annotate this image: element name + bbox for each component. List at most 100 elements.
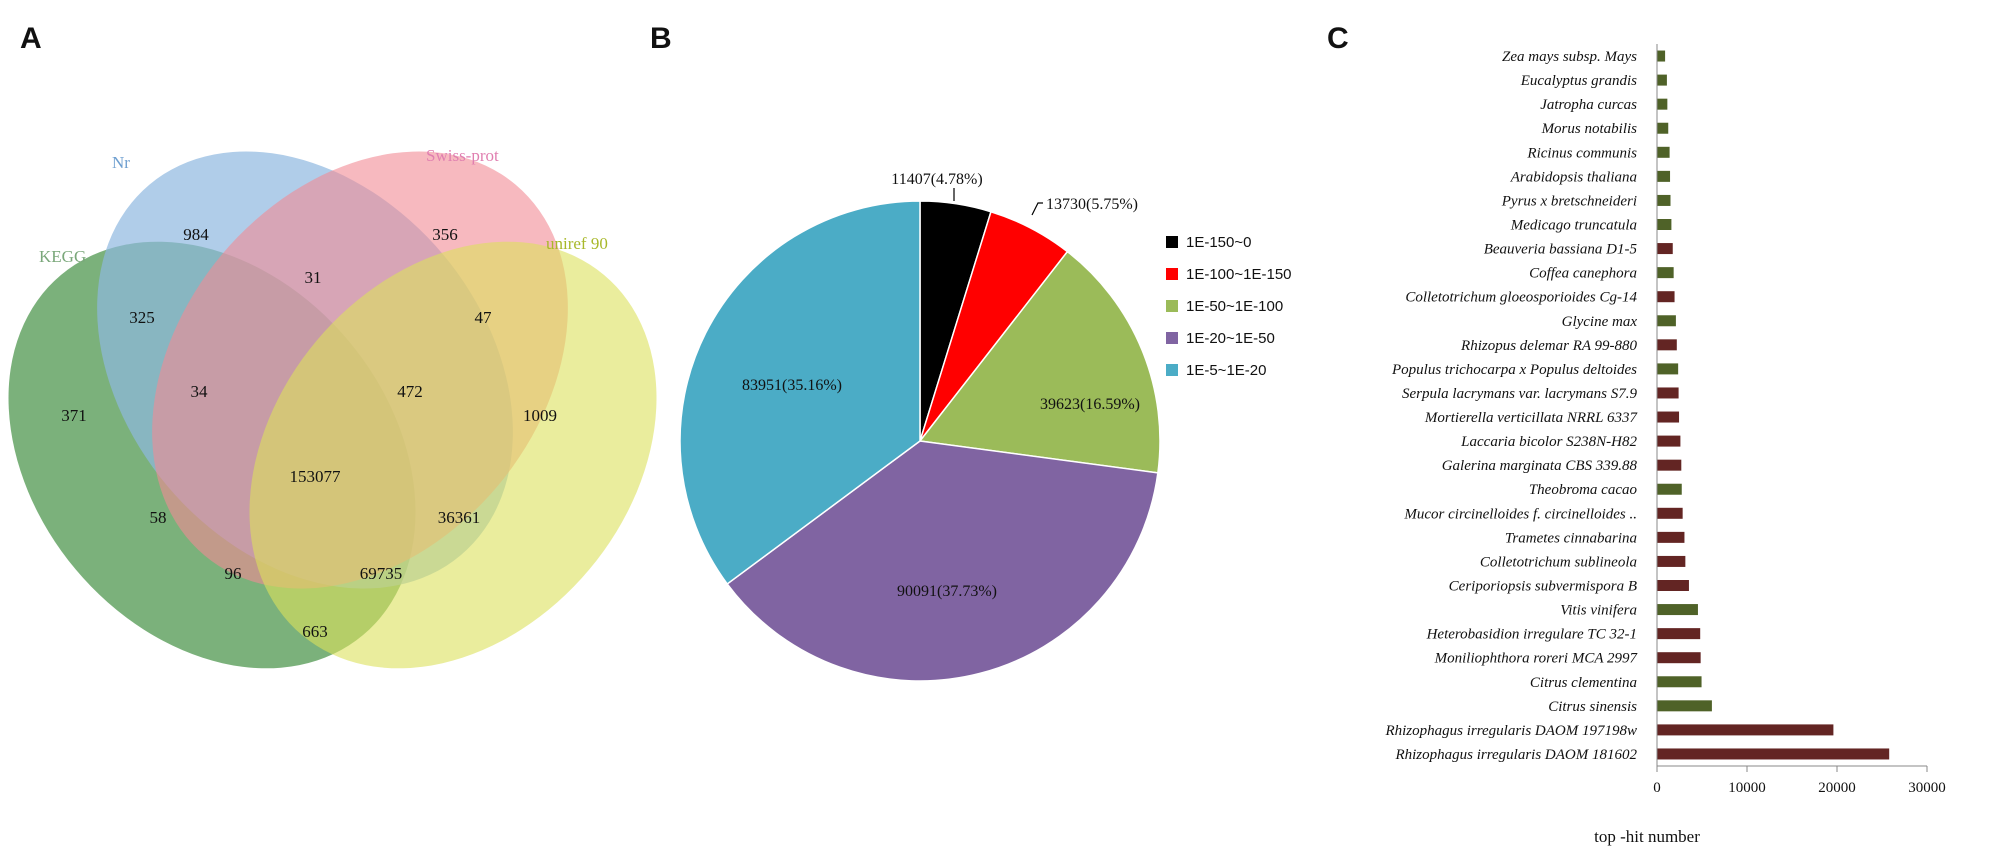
bar-label-rhizopus-delemar-ra-99-880: Rhizopus delemar RA 99-880 bbox=[1460, 338, 1637, 354]
legend-label-1e-100-1e-150: 1E-100~1E-150 bbox=[1186, 266, 1292, 283]
bar-colletotrichum-gloeosporioides-cg-14 bbox=[1657, 291, 1675, 303]
bar-label-galerina-marginata-cbs-339-88: Galerina marginata CBS 339.88 bbox=[1442, 458, 1638, 474]
bar-label-rhizophagus-irregularis-daom-181602: Rhizophagus irregularis DAOM 181602 bbox=[1394, 747, 1637, 763]
legend-swatch-1e-5-1e-20 bbox=[1166, 364, 1178, 376]
venn-count-kegg-nr-uniref: 69735 bbox=[360, 564, 403, 583]
bar-label-populus-trichocarpa-x-populus-deltoides: Populus trichocarpa x Populus deltoides bbox=[1391, 362, 1637, 378]
bar-label-zea-mays-subsp-mays: Zea mays subsp. Mays bbox=[1502, 49, 1637, 65]
x-tick-label-30000: 30000 bbox=[1908, 780, 1946, 796]
bar-theobroma-cacao bbox=[1657, 483, 1682, 495]
bar-morus-notabilis bbox=[1657, 122, 1669, 134]
legend-label-1e-5-1e-20: 1E-5~1E-20 bbox=[1186, 362, 1266, 379]
bar-label-serpula-lacrymans-var-lacrymans-s7-9: Serpula lacrymans var. lacrymans S7.9 bbox=[1402, 386, 1637, 402]
pie-chart: 11407(4.78%) 13730(5.75%) 39623(16.59%) 900… bbox=[679, 171, 1161, 682]
venn-count-nr-swiss: 31 bbox=[305, 268, 322, 287]
bar-label-mortierella-verticillata-nrrl-6337: Mortierella verticillata NRRL 6337 bbox=[1424, 410, 1639, 426]
bar-citrus-clementina bbox=[1657, 676, 1702, 688]
pie-slice-1e-50-1e-100 bbox=[918, 250, 1161, 474]
bar-label-citrus-clementina: Citrus clementina bbox=[1530, 675, 1637, 691]
bar-label-trametes-cinnabarina: Trametes cinnabarina bbox=[1505, 530, 1637, 546]
bar-label-medicago-truncatula: Medicago truncatula bbox=[1510, 218, 1637, 234]
bar-label-moniliophthora-roreri-mca-2997: Moniliophthora roreri MCA 2997 bbox=[1434, 651, 1639, 667]
venn-count-swiss-only: 356 bbox=[432, 225, 458, 244]
bar-citrus-sinensis bbox=[1657, 700, 1712, 712]
venn-count-uniref-only: 1009 bbox=[523, 406, 557, 425]
bar-ricinus-communis bbox=[1657, 146, 1670, 158]
bar-rhizopus-delemar-ra-99-880 bbox=[1657, 339, 1677, 351]
x-axis-ticks: 0 10000 20000 30000 bbox=[1653, 766, 1946, 796]
bar-mucor-circinelloides-f-circinelloides bbox=[1657, 507, 1683, 519]
bar-label-heterobasidion-irregulare-tc-32-1: Heterobasidion irregulare TC 32-1 bbox=[1426, 627, 1637, 643]
pie-leader-line-2 bbox=[1031, 202, 1043, 216]
bar-label-vitis-vinifera: Vitis vinifera bbox=[1560, 603, 1637, 619]
pie-label-1e-100-1e-150: 13730(5.75%) bbox=[1046, 196, 1138, 213]
bar-ceriporiopsis-subvermispora-b bbox=[1657, 580, 1689, 591]
bar-eucalyptus-grandis bbox=[1657, 74, 1667, 86]
bar-rhizophagus-irregularis-daom-181602 bbox=[1657, 748, 1890, 760]
venn-count-nr-only: 984 bbox=[183, 225, 209, 244]
bar-medicago-truncatula bbox=[1657, 219, 1672, 230]
venn-count-kegg-uniref: 663 bbox=[302, 622, 328, 641]
bar-chart: Zea mays subsp. Mays Eucalyptus grandis Ja… bbox=[1384, 44, 1946, 846]
bar-label-arabidopsis-thaliana: Arabidopsis thaliana bbox=[1510, 169, 1637, 185]
venn-count-nr-uniref: 36361 bbox=[438, 508, 481, 527]
legend-label-1e-20-1e-50: 1E-20~1E-50 bbox=[1186, 330, 1275, 347]
bar-label-rhizophagus-irregularis-daom-197198w: Rhizophagus irregularis DAOM 197198w bbox=[1384, 723, 1637, 739]
bar-label-coffea-canephora: Coffea canephora bbox=[1529, 266, 1637, 282]
venn-count-nr-swiss-uniref: 472 bbox=[397, 382, 423, 401]
bar-label-colletotrichum-gloeosporioides-cg-14: Colletotrichum gloeosporioides Cg-14 bbox=[1405, 290, 1637, 306]
bar-label-ceriporiopsis-subvermispora-b: Ceriporiopsis subvermispora B bbox=[1449, 579, 1637, 595]
pie-slice-1e-20-1e-50 bbox=[726, 440, 1159, 682]
panel-letter-c: C bbox=[1327, 22, 1349, 55]
bar-category-labels: Zea mays subsp. Mays Eucalyptus grandis Ja… bbox=[1384, 49, 1638, 763]
bar-label-glycine-max: Glycine max bbox=[1562, 314, 1638, 330]
x-tick-label-0: 0 bbox=[1653, 780, 1661, 796]
pie-label-1e-20-1e-50: 90091(37.73%) bbox=[897, 583, 997, 600]
legend-label-1e-150-0: 1E-150~0 bbox=[1186, 234, 1251, 251]
bar-arabidopsis-thaliana bbox=[1657, 170, 1671, 182]
bar-trametes-cinnabarina bbox=[1657, 531, 1685, 543]
pie-slice-1e-5-1e-20 bbox=[679, 200, 921, 586]
bar-populus-trichocarpa-x-populus-deltoides bbox=[1657, 363, 1679, 375]
bar-glycine-max bbox=[1657, 315, 1676, 327]
bar-serpula-lacrymans-var-lacrymans-s7-9 bbox=[1657, 387, 1679, 399]
legend-label-1e-50-1e-100: 1E-50~1E-100 bbox=[1186, 298, 1283, 315]
venn-count-kegg-nr-swiss: 34 bbox=[191, 382, 209, 401]
x-tick-label-10000: 10000 bbox=[1728, 780, 1766, 796]
bar-label-citrus-sinensis: Citrus sinensis bbox=[1548, 699, 1637, 715]
venn-label-uniref-90: uniref 90 bbox=[546, 234, 608, 253]
bar-moniliophthora-roreri-mca-2997 bbox=[1657, 652, 1701, 664]
legend-swatch-1e-50-1e-100 bbox=[1166, 300, 1178, 312]
bar-jatropha-curcas bbox=[1657, 98, 1668, 110]
pie-label-1e-5-1e-20: 83951(35.16%) bbox=[742, 377, 842, 394]
bar-heterobasidion-irregulare-tc-32-1 bbox=[1657, 628, 1701, 640]
pie-legend: 1E-150~0 1E-100~1E-150 1E-50~1E-100 1E-20~1… bbox=[1166, 234, 1292, 379]
bar-vitis-vinifera bbox=[1657, 604, 1698, 616]
venn-label-swiss-prot: Swiss-prot bbox=[426, 146, 499, 165]
venn-label-nr: Nr bbox=[112, 153, 130, 172]
bar-label-colletotrichum-sublineola: Colletotrichum sublineola bbox=[1480, 554, 1637, 570]
bar-label-eucalyptus-grandis: Eucalyptus grandis bbox=[1520, 73, 1637, 89]
bar-label-ricinus-communis: Ricinus communis bbox=[1526, 145, 1637, 161]
bar-beauveria-bassiana-d1-5 bbox=[1657, 243, 1673, 255]
venn-set-uniref-90 bbox=[249, 241, 657, 669]
venn-count-kegg-only: 371 bbox=[61, 406, 87, 425]
venn-count-kegg-swiss: 58 bbox=[150, 508, 167, 527]
bar-marks bbox=[1657, 50, 1890, 760]
x-axis-title: top -hit number bbox=[1594, 827, 1700, 846]
bar-label-theobroma-cacao: Theobroma cacao bbox=[1529, 482, 1638, 498]
pie-label-1e-50-1e-100: 39623(16.59%) bbox=[1040, 396, 1140, 413]
bar-galerina-marginata-cbs-339-88 bbox=[1657, 459, 1682, 471]
bar-label-morus-notabilis: Morus notabilis bbox=[1541, 121, 1638, 137]
bar-label-beauveria-bassiana-d1-5: Beauveria bassiana D1-5 bbox=[1484, 242, 1638, 258]
bar-zea-mays-subsp-mays bbox=[1657, 50, 1666, 62]
legend-swatch-1e-100-1e-150 bbox=[1166, 268, 1178, 280]
venn-count-swiss-uniref: 47 bbox=[475, 308, 493, 327]
bar-label-laccaria-bicolor-s238n-h82: Laccaria bicolor S238N-H82 bbox=[1460, 434, 1637, 450]
bar-mortierella-verticillata-nrrl-6337 bbox=[1657, 411, 1680, 423]
bar-laccaria-bicolor-s238n-h82 bbox=[1657, 435, 1681, 447]
panel-letter-a: A bbox=[20, 22, 42, 55]
pie-label-1e-150-0: 11407(4.78%) bbox=[891, 171, 982, 188]
legend-swatch-1e-150-0 bbox=[1166, 236, 1178, 248]
